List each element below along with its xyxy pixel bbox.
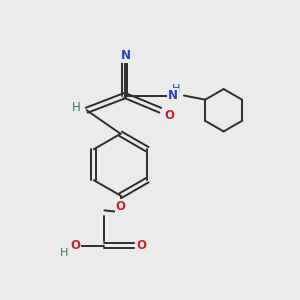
Text: H: H [72,101,81,114]
Text: H: H [59,248,68,258]
Text: H: H [172,84,181,94]
Text: O: O [136,239,146,252]
Text: O: O [116,200,126,213]
Text: N: N [121,49,131,62]
Text: O: O [70,239,80,252]
Text: O: O [164,109,174,122]
Text: N: N [168,89,178,102]
